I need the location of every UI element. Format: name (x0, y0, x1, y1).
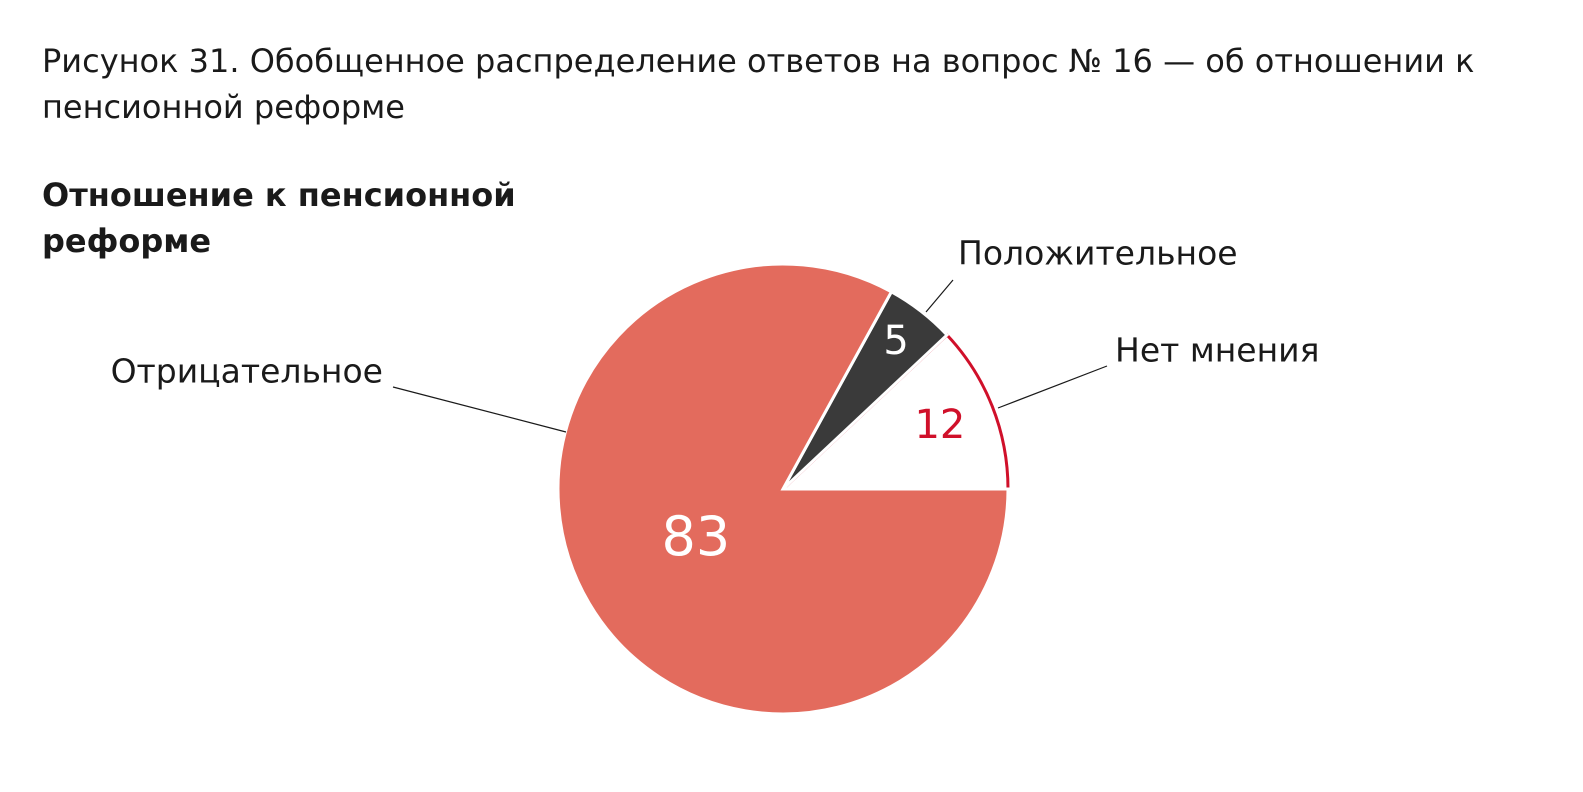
leader-line (392, 386, 567, 433)
pie-slice (779, 332, 1010, 491)
leader-line (997, 365, 1108, 409)
slice-value-label: 83 (661, 505, 730, 568)
category-label: Положительное (958, 234, 1238, 273)
category-label: Нет мнения (1115, 331, 1319, 370)
slice-value-label: 5 (883, 318, 908, 364)
category-label: Отрицательное (111, 352, 383, 391)
figure-caption: Рисунок 31. Обобщенное распределение отв… (42, 42, 1475, 126)
leader-line (925, 279, 954, 313)
pie-slice (556, 262, 1010, 716)
chart-title: Отношение к пенсионной реформе (42, 176, 516, 260)
slice-value-label: 12 (914, 402, 965, 448)
